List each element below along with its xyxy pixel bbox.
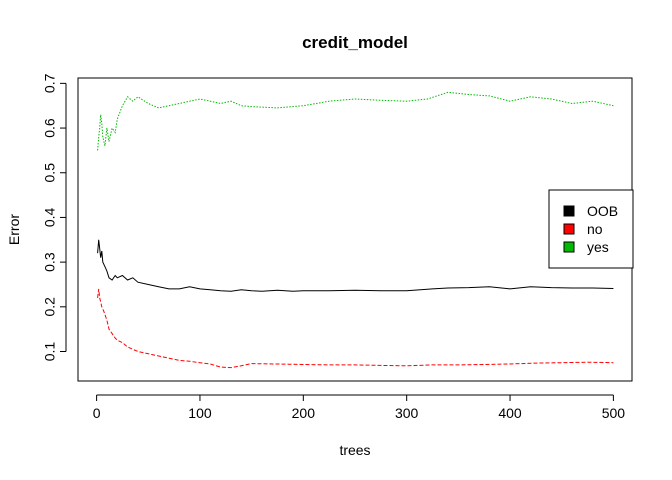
y-axis: 0.1 0.2 0.3 0.4 0.5 0.6 0.7 (42, 73, 67, 362)
chart-title: credit_model (302, 33, 408, 52)
legend-swatch-oob (563, 205, 575, 217)
series-line-yes (97, 91, 614, 151)
y-tick-label: 0.2 (42, 297, 58, 317)
y-tick-label: 0.1 (42, 342, 58, 362)
y-tick-label: 0.7 (42, 73, 58, 93)
legend-swatch-no (563, 223, 575, 235)
x-tick-label: 200 (292, 405, 316, 421)
legend-label-yes: yes (587, 239, 609, 255)
x-tick-label: 100 (188, 405, 212, 421)
y-axis-label: Error (6, 214, 22, 245)
x-axis-label: trees (339, 442, 370, 458)
y-tick-label: 0.3 (42, 252, 58, 272)
series-group (97, 91, 614, 369)
legend-box (548, 189, 634, 269)
y-tick-label: 0.4 (42, 207, 58, 227)
series-line-no (97, 288, 614, 369)
legend-label-oob: OOB (587, 203, 618, 219)
series-line-oob (97, 239, 614, 292)
x-tick-label: 400 (498, 405, 522, 421)
y-tick-label: 0.6 (42, 118, 58, 138)
x-tick-label: 300 (395, 405, 419, 421)
x-tick-label: 0 (93, 405, 101, 421)
legend-label-no: no (587, 221, 603, 237)
legend-swatch-yes (563, 241, 575, 253)
x-tick-label: 500 (602, 405, 626, 421)
legend: OOB no yes (548, 189, 634, 269)
x-axis: 0 100 200 300 400 500 (93, 394, 626, 421)
y-tick-label: 0.5 (42, 163, 58, 183)
